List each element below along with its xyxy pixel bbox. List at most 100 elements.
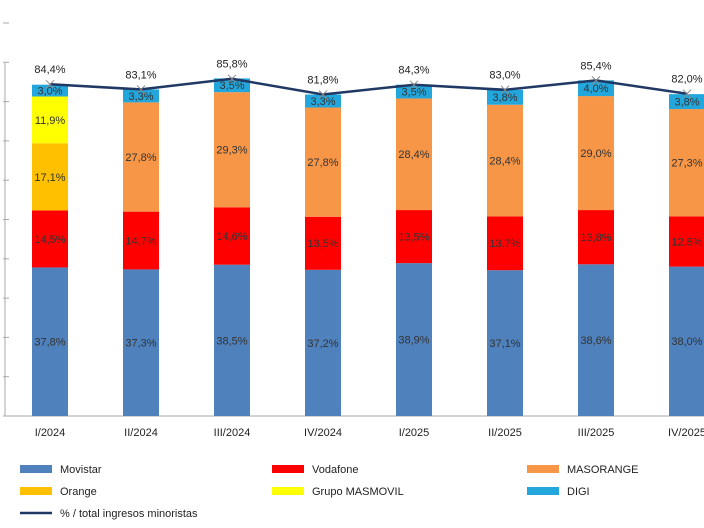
legend-label: MASORANGE <box>567 464 639 476</box>
bar-segment <box>305 107 341 217</box>
data-label: 37,3% <box>125 338 156 350</box>
data-label: 38,0% <box>671 336 702 348</box>
data-label: 38,9% <box>398 334 429 346</box>
line <box>49 77 688 96</box>
data-label: 84,3% <box>398 65 429 77</box>
x-tick-label: II/2024 <box>124 427 158 439</box>
data-label: 84,4% <box>34 64 65 76</box>
bar-segment <box>396 210 432 264</box>
data-label: 85,8% <box>216 59 247 71</box>
line-marker <box>591 76 601 85</box>
data-label: 29,3% <box>216 145 247 157</box>
bar-segment <box>669 216 704 267</box>
bar-segment <box>123 211 159 270</box>
data-label: 27,8% <box>125 152 156 164</box>
line-marker <box>409 80 419 90</box>
bar-segment <box>123 89 159 103</box>
data-label: 82,0% <box>671 74 702 86</box>
bar-segment <box>214 92 250 208</box>
data-label: 29,0% <box>580 148 611 160</box>
legend-swatch <box>527 465 559 473</box>
legend-label: Grupo MASMOVIL <box>312 486 404 498</box>
data-label: 3,8% <box>674 97 699 109</box>
bar-segment <box>396 84 432 99</box>
bar-segment <box>487 89 523 105</box>
x-tick-label: II/2025 <box>488 427 522 439</box>
data-label: 17,1% <box>34 172 65 184</box>
data-label: 12,8% <box>671 236 702 248</box>
data-label: 81,8% <box>307 74 338 86</box>
bar-segment <box>669 109 704 217</box>
legend-swatch <box>20 487 52 495</box>
data-label: 14,5% <box>34 234 65 246</box>
bar-segment <box>32 143 68 211</box>
bar-segment <box>32 96 68 144</box>
line-marker <box>136 85 146 94</box>
legend-swatch <box>527 487 559 495</box>
bar-segment <box>578 80 614 97</box>
bar-segment <box>305 269 341 416</box>
data-label: 85,4% <box>580 60 611 72</box>
legend-label: Vodafone <box>312 464 359 476</box>
data-label: 3,0% <box>37 86 62 98</box>
bar-segment <box>123 269 159 416</box>
data-label: 38,5% <box>216 335 247 347</box>
data-label: 3,5% <box>401 86 426 98</box>
bar-segment <box>669 266 704 416</box>
bar-segment <box>32 210 68 268</box>
bar-segment <box>305 94 341 108</box>
x-tick-label: I/2025 <box>399 427 430 439</box>
bar-segment <box>487 104 523 217</box>
data-label: 3,5% <box>219 80 244 92</box>
data-label: 13,7% <box>489 238 520 250</box>
data-label: 83,0% <box>489 70 520 82</box>
bar-segment <box>578 264 614 416</box>
bar-segment <box>32 84 68 97</box>
bar-segment <box>487 270 523 416</box>
data-label: 3,8% <box>492 92 517 104</box>
line-marker <box>500 85 510 95</box>
bar-segment <box>487 216 523 271</box>
x-tick-label: I/2024 <box>35 427 66 439</box>
legend-label: % / total ingresos minoristas <box>60 508 198 520</box>
legend-swatch <box>20 465 52 473</box>
bar-segment <box>578 210 614 265</box>
data-label: 11,9% <box>35 115 66 127</box>
x-tick-label: III/2024 <box>214 427 251 439</box>
data-label: 13,5% <box>398 232 429 244</box>
data-label: 28,4% <box>398 149 429 161</box>
bar-segment <box>578 96 614 211</box>
x-tick-label: IV/2024 <box>304 427 342 439</box>
legend-label: Movistar <box>60 464 102 476</box>
legend-label: DIGI <box>567 486 590 498</box>
data-label: 83,1% <box>125 69 156 81</box>
legend-swatch <box>272 487 304 495</box>
data-label: 4,0% <box>583 83 608 95</box>
bar-segment <box>214 264 250 416</box>
bar-segment <box>396 263 432 416</box>
bar-segment <box>305 216 341 270</box>
bar-segment <box>396 98 432 211</box>
data-label: 28,4% <box>489 155 520 167</box>
bar-segment <box>669 94 704 110</box>
bar-segment <box>214 78 250 93</box>
data-label: 37,8% <box>34 337 65 349</box>
data-label: 27,8% <box>307 157 338 169</box>
bar-segment <box>32 267 68 416</box>
data-label: 3,3% <box>128 91 153 103</box>
data-label: 27,3% <box>671 158 702 170</box>
data-label: 13,8% <box>580 232 611 244</box>
bar-segment <box>123 102 159 212</box>
bar-segment <box>214 207 250 265</box>
line-marker <box>227 74 237 84</box>
data-label: 37,2% <box>307 338 338 350</box>
legend-swatch <box>272 465 304 473</box>
data-label: 14,7% <box>125 235 156 247</box>
data-label: 38,6% <box>580 335 611 347</box>
data-label: 37,1% <box>489 338 520 350</box>
data-label: 3,3% <box>310 96 335 108</box>
x-tick-label: III/2025 <box>578 427 615 439</box>
line-marker <box>45 79 55 89</box>
data-label: 14,6% <box>216 231 247 243</box>
